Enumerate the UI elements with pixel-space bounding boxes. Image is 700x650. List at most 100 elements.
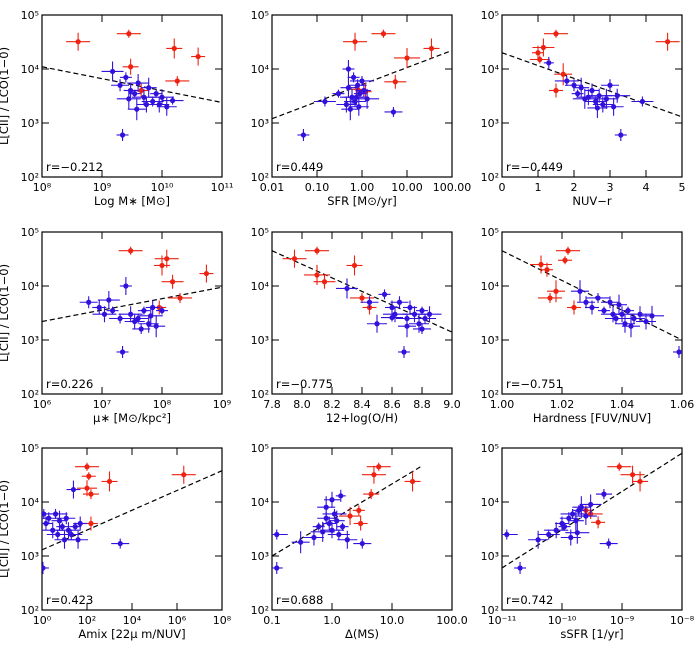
x-tick-label: 10⁰	[33, 614, 52, 627]
red-data-point	[380, 31, 387, 37]
blue-data-point	[42, 565, 46, 571]
red-data-point	[371, 472, 377, 478]
blue-data-point	[135, 315, 141, 322]
blue-data-point	[389, 304, 395, 311]
y-tick-label: 10³	[481, 117, 499, 130]
blue-data-point	[159, 94, 165, 100]
y-tick-label: 10⁵	[481, 442, 499, 455]
blue-data-point	[589, 87, 595, 94]
red-data-point	[171, 45, 177, 52]
red-data-point	[553, 288, 559, 294]
red-data-point	[314, 248, 320, 254]
x-tick-label: 5	[679, 181, 686, 194]
blue-data-point	[109, 308, 116, 314]
red-data-point	[88, 491, 94, 497]
y-tick-label: 10⁴	[251, 496, 270, 509]
fit-line	[502, 250, 682, 341]
correlation-label: r=0.688	[276, 593, 323, 607]
y-tick-label: 10²	[481, 604, 499, 617]
blue-data-point	[123, 74, 129, 80]
y-tick-label: 10³	[251, 334, 269, 347]
red-data-point	[562, 257, 568, 263]
red-data-point	[665, 39, 671, 45]
correlation-label: r=−0.751	[506, 377, 563, 391]
blue-data-point	[164, 104, 170, 110]
correlation-label: r=−0.212	[46, 160, 103, 174]
blue-data-point	[359, 540, 365, 547]
blue-data-point	[504, 531, 510, 538]
red-data-point	[629, 472, 636, 478]
x-tick-label: 1.00	[350, 181, 375, 194]
x-axis-label: SFR [M⊙/yr]	[327, 194, 397, 208]
blue-data-point	[323, 504, 329, 510]
blue-data-point	[141, 94, 147, 100]
y-tick-label: 10⁵	[251, 9, 269, 22]
y-tick-label: 10⁴	[21, 496, 40, 509]
blue-data-point	[589, 304, 595, 311]
blue-data-point	[59, 524, 65, 530]
red-data-point	[106, 478, 113, 485]
fit-line	[42, 66, 222, 104]
blue-data-point	[119, 349, 126, 355]
x-tick-label: 1.0	[323, 614, 341, 627]
blue-data-point	[345, 85, 352, 91]
x-tick-label: 2	[571, 181, 578, 194]
fit-line	[272, 466, 421, 557]
red-data-point	[356, 507, 362, 513]
red-data-point	[138, 87, 144, 94]
y-tick-label: 10²	[251, 388, 269, 401]
red-data-point	[352, 39, 358, 45]
blue-data-point	[128, 311, 134, 317]
blue-data-point	[339, 524, 346, 530]
y-tick-label: 10⁵	[481, 226, 499, 239]
blue-data-point	[169, 97, 176, 104]
plot-frame	[501, 14, 683, 178]
red-data-point	[174, 78, 180, 84]
blue-data-point	[601, 308, 607, 314]
correlation-label: r=−0.449	[506, 160, 563, 174]
red-data-point	[553, 31, 559, 37]
panel-4: 10⁶ 10⁷ 10⁸ 10⁹ 10² 10³ 10⁴ 10⁵ μ∗ [M⊙/kpc²] L[CI…	[0, 226, 231, 425]
y-tick-label: 10²	[21, 388, 39, 401]
x-tick-label: 10⁻¹⁰	[548, 614, 577, 627]
red-data-point	[86, 473, 92, 479]
red-data-point	[553, 87, 559, 94]
blue-data-point	[159, 308, 165, 314]
plot-frame	[271, 14, 453, 178]
blue-data-point	[600, 101, 606, 108]
blue-data-point	[334, 518, 340, 524]
blue-data-point	[416, 321, 422, 327]
y-tick-label: 10⁵	[21, 442, 39, 455]
blue-data-point	[571, 82, 577, 88]
blue-data-point	[595, 295, 601, 301]
blue-data-point	[582, 96, 588, 102]
red-data-point	[84, 485, 90, 491]
y-tick-label: 10²	[251, 171, 269, 184]
correlation-label: r=0.423	[46, 593, 93, 607]
blue-data-point	[109, 68, 116, 75]
plot-frame	[41, 231, 223, 395]
x-tick-label: 10⁸	[33, 181, 52, 194]
blue-data-point	[138, 326, 144, 332]
blue-data-point	[618, 132, 624, 138]
blue-data-point	[343, 101, 349, 108]
y-tick-label: 10⁴	[21, 280, 40, 293]
x-tick-label: 10⁸	[153, 398, 172, 411]
red-data-point	[392, 79, 398, 85]
x-tick-label: 1.04	[610, 398, 635, 411]
blue-data-point	[311, 534, 317, 541]
red-data-point	[368, 491, 374, 497]
x-tick-label: 8.2	[323, 398, 341, 411]
blue-data-point	[381, 291, 388, 297]
y-tick-label: 10³	[21, 117, 39, 130]
blue-data-point	[569, 511, 576, 517]
red-data-point	[75, 39, 81, 45]
x-tick-label: 0.1	[263, 614, 281, 627]
blue-data-point	[611, 104, 617, 110]
blue-data-point	[419, 308, 425, 314]
red-data-point	[428, 45, 435, 52]
blue-data-point	[407, 304, 413, 311]
fit-line	[42, 286, 222, 323]
blue-data-point	[357, 91, 363, 97]
blue-data-point	[117, 540, 123, 547]
